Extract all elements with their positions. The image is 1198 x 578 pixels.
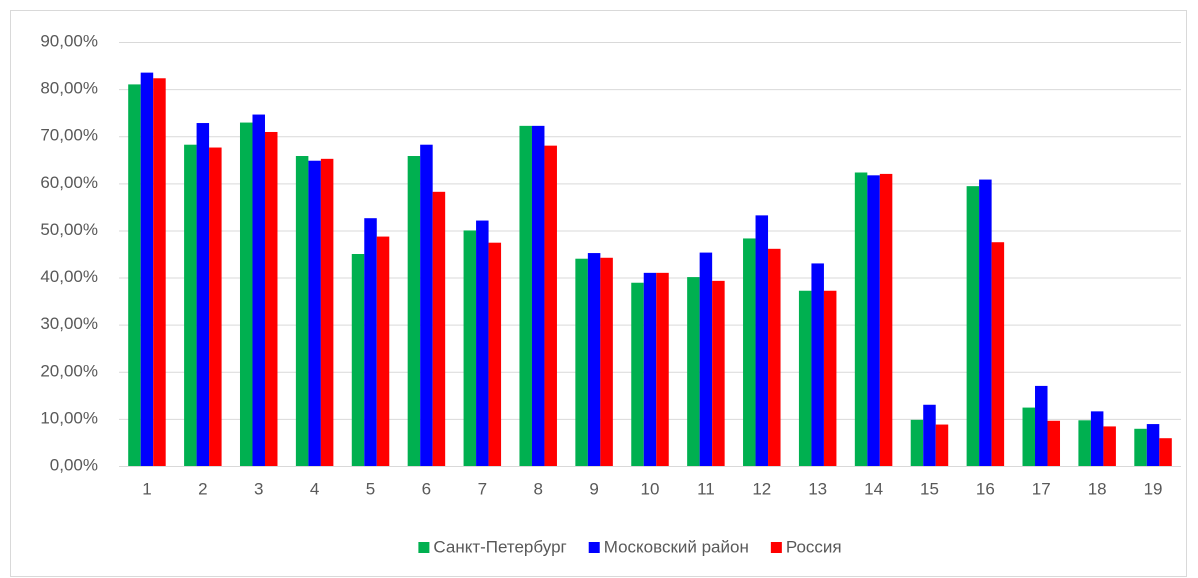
legend-label: Россия xyxy=(786,537,842,556)
bar xyxy=(575,258,588,466)
bar xyxy=(935,424,949,466)
bar xyxy=(140,72,154,466)
bar xyxy=(407,156,421,466)
bar xyxy=(823,290,837,466)
bar xyxy=(264,131,278,466)
x-tick-label: 6 xyxy=(422,479,431,498)
bar xyxy=(587,253,601,466)
x-tick-label: 19 xyxy=(1144,479,1163,498)
bar xyxy=(476,220,489,466)
bar xyxy=(364,218,377,466)
bar xyxy=(295,156,309,466)
x-tick-label: 18 xyxy=(1088,479,1107,498)
x-tick-label: 7 xyxy=(478,479,487,498)
x-tick-label: 15 xyxy=(920,479,939,498)
bar xyxy=(923,404,936,466)
bar xyxy=(743,238,756,466)
legend-label: Московский район xyxy=(604,537,749,556)
x-tick-label: 2 xyxy=(198,479,207,498)
bar xyxy=(531,125,545,466)
bar xyxy=(712,280,725,466)
bar xyxy=(376,236,390,466)
legend-swatch xyxy=(588,542,600,553)
bar xyxy=(420,144,433,467)
bar xyxy=(519,125,532,466)
x-tick-label: 1 xyxy=(142,479,151,498)
bar xyxy=(1146,424,1160,466)
x-tick-label: 13 xyxy=(808,479,827,498)
bar xyxy=(687,277,700,466)
x-tick-label: 16 xyxy=(976,479,995,498)
bar xyxy=(1022,407,1036,466)
bar xyxy=(463,230,477,466)
bar xyxy=(910,419,924,466)
y-tick-label: 0,00% xyxy=(50,455,98,474)
bar xyxy=(1103,426,1116,466)
legend-label: Санкт-Петербург xyxy=(433,537,566,556)
y-tick-label: 70,00% xyxy=(40,126,98,145)
bar xyxy=(308,160,321,466)
x-tick-label: 4 xyxy=(310,479,319,498)
bar xyxy=(768,248,781,466)
bar xyxy=(1134,428,1147,466)
bar xyxy=(184,144,197,467)
x-tick-label: 12 xyxy=(752,479,771,498)
bar xyxy=(966,186,980,466)
x-tick-label: 10 xyxy=(641,479,660,498)
bar xyxy=(979,179,992,466)
x-tick-label: 17 xyxy=(1032,479,1051,498)
bar xyxy=(991,242,1005,466)
bar xyxy=(432,191,446,466)
bar xyxy=(252,114,265,466)
bar xyxy=(699,252,713,466)
bar xyxy=(631,282,644,466)
y-tick-label: 40,00% xyxy=(40,267,98,286)
legend-swatch xyxy=(418,542,430,553)
bar xyxy=(351,254,365,466)
x-tick-label: 11 xyxy=(697,479,715,498)
y-tick-label: 30,00% xyxy=(40,314,98,333)
bar xyxy=(600,257,613,466)
bar xyxy=(854,172,868,466)
bar xyxy=(798,290,812,466)
bar xyxy=(643,272,657,466)
legend-swatch xyxy=(770,542,782,553)
bar xyxy=(544,145,557,466)
bar xyxy=(196,123,210,466)
bar xyxy=(320,158,334,466)
bar xyxy=(209,147,222,467)
bar xyxy=(1159,438,1172,466)
bar xyxy=(1090,411,1104,466)
y-tick-label: 90,00% xyxy=(40,31,98,50)
y-tick-label: 50,00% xyxy=(40,220,98,239)
y-tick-label: 10,00% xyxy=(40,408,98,427)
x-tick-label: 9 xyxy=(589,479,598,498)
x-tick-label: 14 xyxy=(864,479,883,498)
x-tick-label: 5 xyxy=(366,479,375,498)
x-tick-label: 3 xyxy=(254,479,263,498)
y-tick-label: 60,00% xyxy=(40,173,98,192)
bar xyxy=(128,84,141,467)
bar xyxy=(879,173,893,466)
bar xyxy=(811,263,824,466)
bar xyxy=(153,78,166,466)
bar xyxy=(1035,385,1048,466)
bar xyxy=(488,242,502,466)
bar xyxy=(755,215,769,466)
y-tick-label: 80,00% xyxy=(40,79,98,98)
bar xyxy=(239,122,253,466)
x-tick-label: 8 xyxy=(533,479,542,498)
bar xyxy=(656,272,669,466)
bar xyxy=(1078,420,1091,466)
y-tick-label: 20,00% xyxy=(40,361,98,380)
bar xyxy=(867,175,880,466)
bar xyxy=(1047,420,1061,466)
